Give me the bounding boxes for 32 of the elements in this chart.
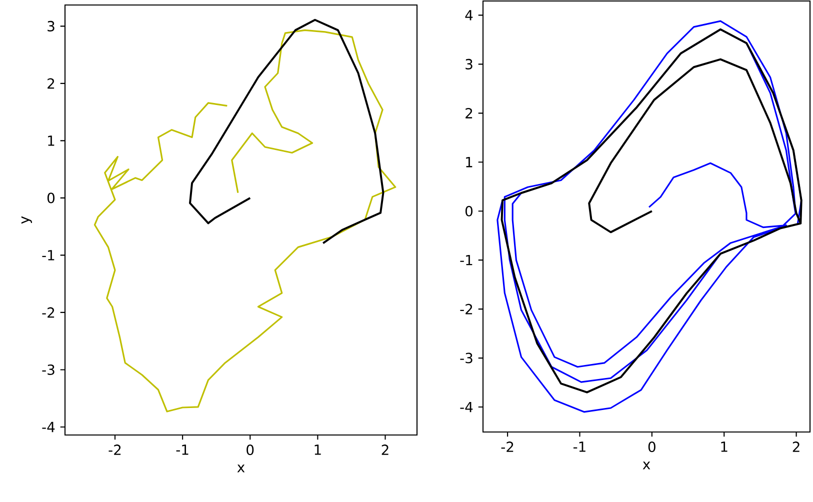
y-tick-label: 2	[466, 108, 472, 118]
line-series	[188, 18, 384, 244]
y-tick-label: -1	[42, 250, 54, 260]
line-series	[94, 29, 396, 412]
x-tick-label: 0	[246, 444, 254, 456]
x-tick-label: -1	[176, 444, 188, 455]
y-tick-label: 0	[465, 206, 473, 216]
y-tick-label: -3	[42, 364, 54, 375]
y-tick-label: -4	[42, 422, 55, 432]
y-tick-label: 1	[466, 157, 472, 168]
y-tick-label: -2	[460, 304, 472, 314]
y-tick-label: 3	[466, 58, 472, 70]
x-axis-title: x	[642, 462, 650, 470]
x-tick-label: -2	[108, 444, 121, 455]
x-tick-label: 1	[314, 444, 321, 455]
x-axis-title: x	[237, 464, 245, 472]
x-tick-label: 2	[382, 444, 388, 455]
y-axis-title: y	[21, 216, 32, 224]
y-tick-label: -4	[460, 402, 473, 412]
y-tick-label: 3	[48, 20, 54, 32]
x-tick-label: -2	[501, 442, 514, 452]
y-tick-label: 0	[47, 192, 54, 204]
x-tick-label: 1	[721, 442, 728, 452]
y-tick-label: 2	[48, 78, 54, 89]
y-tick-label: 1	[48, 136, 54, 146]
x-tick-label: 0	[648, 442, 656, 452]
x-tick-label: -1	[573, 442, 586, 452]
x-tick-label: 2	[792, 442, 800, 452]
y-tick-label: -2	[42, 307, 54, 318]
y-tick-label: -3	[460, 352, 472, 364]
y-tick-label: 4	[465, 10, 473, 20]
y-tick-label: -1	[460, 255, 472, 266]
